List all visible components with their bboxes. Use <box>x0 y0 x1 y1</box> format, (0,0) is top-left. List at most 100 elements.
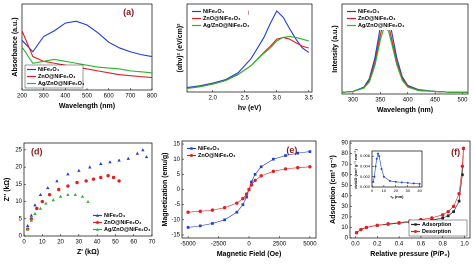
x-tick-label: 3.0 <box>273 96 282 102</box>
marker <box>66 172 70 176</box>
marker <box>359 227 363 232</box>
marker <box>91 177 96 181</box>
plot-frame <box>371 150 423 188</box>
legend-label: Adsorption <box>422 222 452 228</box>
marker <box>29 213 34 217</box>
marker <box>96 214 99 217</box>
marker <box>376 152 379 155</box>
x-tick-label: 2500 <box>273 242 287 248</box>
marker <box>198 224 202 228</box>
y-tick-label: 0.000 <box>360 184 371 189</box>
legend-label: NiFe₂O₄ <box>38 67 60 73</box>
legend-label: ZnO@NiFe₂O₄ <box>38 74 76 80</box>
legend-box <box>408 219 468 237</box>
marker <box>235 210 239 214</box>
x-tick-label: 300 <box>39 94 50 100</box>
x-tick-label: 40 <box>417 188 422 193</box>
legend-label: NiFe₂O₄ <box>203 9 225 15</box>
marker <box>253 172 257 176</box>
marker <box>99 161 103 166</box>
legend-label: Ag/ZnO@NiFe₂O₄ <box>203 23 250 29</box>
marker <box>418 182 421 185</box>
marker <box>247 187 251 192</box>
y-tick-label: 20 <box>15 165 22 171</box>
marker <box>117 179 121 183</box>
x-tick-label: 20 <box>394 188 399 193</box>
y-tick-label: 5 <box>19 216 23 222</box>
legend-label: Ag/ZnO@NiFe₂O₄ <box>358 23 405 29</box>
x-tick-label: -5000 <box>180 242 196 248</box>
marker <box>55 179 59 183</box>
marker <box>451 204 456 209</box>
marker <box>378 155 381 158</box>
y-tick-label: 10 <box>15 199 22 205</box>
x-tick-label: -2500 <box>211 242 227 248</box>
y-axis-label: (αhν)² (eV/cm)² <box>177 23 184 73</box>
panel-label: (f) <box>451 147 460 157</box>
x-tick-label: 0 <box>247 242 251 248</box>
marker <box>198 209 202 214</box>
marker <box>190 147 193 150</box>
marker <box>141 148 145 152</box>
marker <box>283 167 288 171</box>
marker <box>397 221 401 225</box>
marker <box>394 180 397 183</box>
x-axis-label: Relative pressure (P/P₀) <box>370 251 449 258</box>
marker <box>210 208 215 212</box>
x-tick-label: 10 <box>39 240 46 246</box>
legend-label: Ag/ZnO@NiFe₂O₄ <box>104 227 151 233</box>
marker <box>144 155 149 159</box>
y-tick-label: 0.004 <box>360 163 371 168</box>
marker <box>272 157 275 161</box>
marker <box>460 164 465 169</box>
marker <box>186 210 190 214</box>
marker <box>66 184 70 188</box>
marker <box>38 206 43 210</box>
y-tick-label: -5 <box>175 202 181 208</box>
legend-label: ZnO@NiFe₂O₄ <box>198 153 236 159</box>
y-tick-label: 10 <box>341 225 348 231</box>
marker <box>88 165 92 169</box>
legend-label: Ag/ZnO@NiFe₂O₄ <box>38 81 85 87</box>
x-tick-label: 1.0 <box>460 242 469 248</box>
marker <box>253 178 257 183</box>
y-tick-label: 25 <box>15 147 22 153</box>
x-tick-label: 300 <box>348 98 359 104</box>
panel-label: (e) <box>286 145 297 155</box>
y-tick-label: -10 <box>171 217 180 223</box>
marker <box>308 150 312 153</box>
y-tick-label: 15 <box>173 142 180 148</box>
marker <box>259 165 263 169</box>
x-tick-label: 60 <box>130 240 137 246</box>
series-line <box>21 46 153 74</box>
marker <box>75 180 79 185</box>
marker <box>99 175 103 180</box>
panel-label: (a) <box>123 7 134 17</box>
marker <box>25 227 30 231</box>
marker <box>382 175 385 178</box>
legend-label: NiFe₂O₄ <box>358 9 380 15</box>
marker <box>38 192 43 197</box>
x-tick-label: 0.6 <box>417 242 426 248</box>
y-axis-label: dv/dD (cm³ g⁻¹ nm⁻¹) <box>353 149 358 189</box>
x-tick-label: 400 <box>403 98 414 104</box>
y-tick-label: 10 <box>173 157 180 163</box>
marker <box>406 181 409 184</box>
marker <box>400 181 403 184</box>
marker <box>374 165 377 168</box>
y-tick-label: 0 <box>19 234 23 240</box>
y-tick-label: 70 <box>341 162 348 168</box>
x-axis-label: rₚ (nm) <box>390 194 404 199</box>
x-tick-label: 0 <box>22 240 26 246</box>
x-tick-label: 0.2 <box>373 242 382 248</box>
series-line <box>21 20 153 58</box>
y-tick-label: 0.002 <box>360 174 371 179</box>
marker <box>250 180 253 184</box>
x-tick-label: 20 <box>57 240 64 246</box>
marker <box>40 199 44 204</box>
marker <box>47 192 52 197</box>
x-tick-label: 350 <box>375 98 386 104</box>
legend-label: NiFe₂O₄ <box>104 213 126 219</box>
marker <box>414 223 417 226</box>
marker <box>461 146 466 151</box>
